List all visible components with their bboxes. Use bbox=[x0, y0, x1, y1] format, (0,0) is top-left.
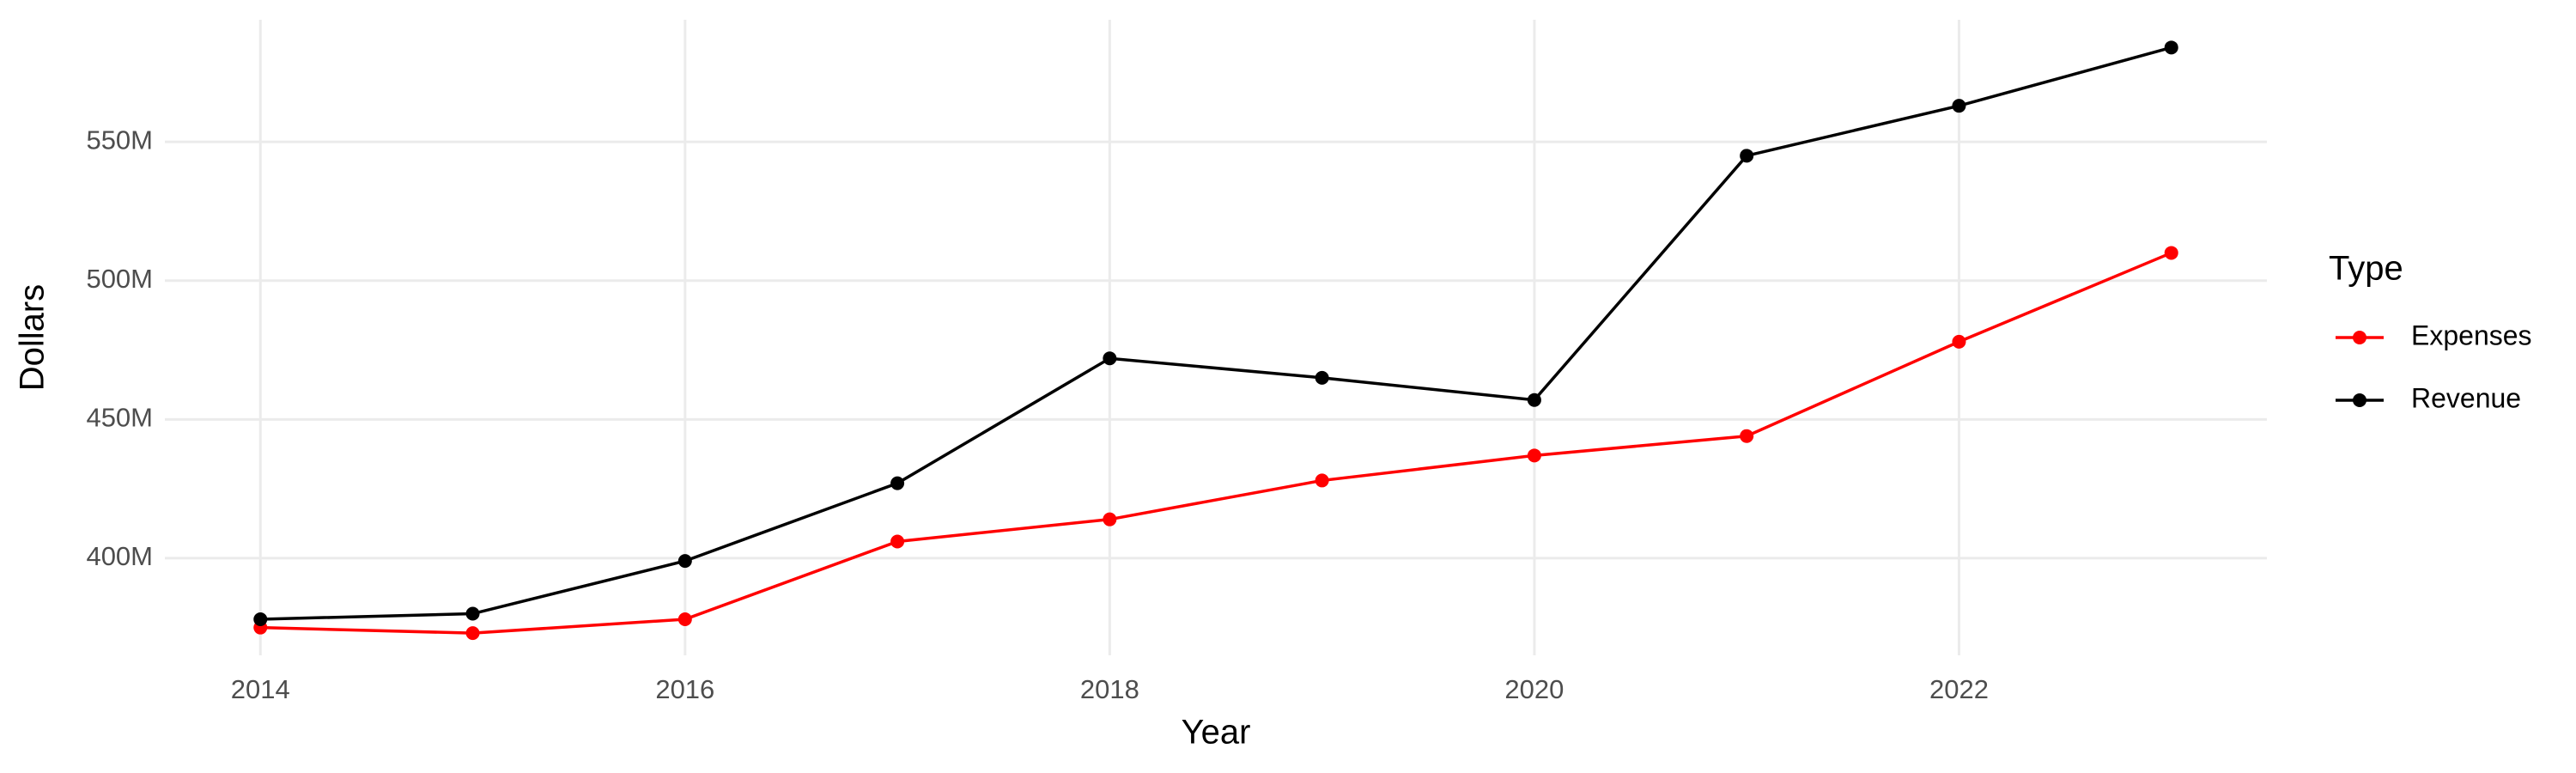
data-point bbox=[1527, 448, 1541, 463]
y-tick-label: 450M bbox=[86, 403, 153, 433]
data-point bbox=[1740, 149, 1754, 163]
legend-title: Type bbox=[2329, 250, 2403, 288]
data-point bbox=[1315, 473, 1329, 488]
data-point bbox=[677, 554, 692, 569]
legend-label: Expenses bbox=[2411, 320, 2532, 350]
data-point bbox=[677, 612, 692, 626]
legend-label: Revenue bbox=[2411, 382, 2521, 413]
data-point bbox=[253, 612, 268, 626]
y-tick-label: 550M bbox=[86, 125, 153, 155]
x-tick-label: 2022 bbox=[1929, 674, 1989, 704]
data-point bbox=[2164, 40, 2178, 55]
data-point bbox=[890, 534, 905, 549]
series-line bbox=[260, 251, 2172, 635]
x-tick-label: 2016 bbox=[655, 674, 714, 704]
data-point bbox=[1952, 99, 1966, 113]
data-point bbox=[465, 606, 480, 621]
x-axis-title: Year bbox=[1182, 714, 1251, 752]
data-point bbox=[1315, 370, 1329, 385]
series-line bbox=[260, 46, 2172, 621]
legend-key-point bbox=[2353, 331, 2366, 344]
data-point bbox=[1103, 351, 1117, 366]
data-point bbox=[1103, 512, 1117, 526]
x-tick-label: 2018 bbox=[1080, 674, 1139, 704]
legend-key-point bbox=[2353, 393, 2366, 407]
data-point bbox=[1527, 393, 1541, 407]
data-point bbox=[1952, 334, 1966, 349]
y-axis-title: Dollars bbox=[14, 284, 52, 391]
data-point bbox=[1740, 429, 1754, 443]
y-tick-label: 400M bbox=[86, 541, 153, 571]
data-point bbox=[2164, 246, 2178, 260]
y-tick-label: 500M bbox=[86, 264, 153, 294]
data-point bbox=[465, 626, 480, 641]
x-tick-label: 2020 bbox=[1504, 674, 1564, 704]
data-point bbox=[890, 476, 905, 490]
x-tick-label: 2014 bbox=[231, 674, 290, 704]
